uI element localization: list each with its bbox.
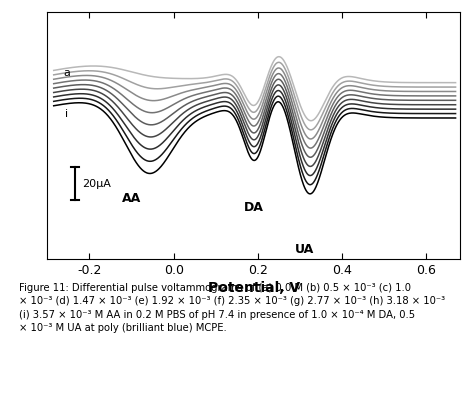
Text: i: i	[65, 109, 68, 119]
Text: a: a	[63, 68, 70, 78]
Text: UA: UA	[294, 243, 314, 256]
Text: AA: AA	[122, 192, 141, 205]
Text: Figure 11: Differential pulse voltammograms of (a) 0.0 M (b) 0.5 × 10⁻³ (c) 1.0
: Figure 11: Differential pulse voltammogr…	[19, 283, 445, 333]
Text: 20μA: 20μA	[82, 179, 111, 189]
X-axis label: Potential, V: Potential, V	[208, 281, 300, 295]
Text: DA: DA	[244, 201, 264, 213]
